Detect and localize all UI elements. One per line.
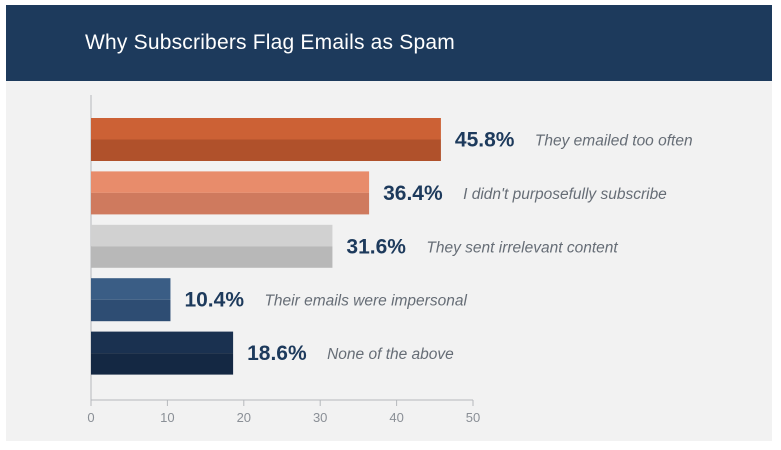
bar-value-label: 31.6%: [346, 235, 406, 258]
x-tick-label: 50: [466, 410, 480, 425]
bar-value-label: 10.4%: [184, 289, 244, 312]
x-tick-label: 10: [160, 410, 174, 425]
bar-bottom-half: [91, 192, 370, 215]
bar-bottom-half: [91, 246, 333, 268]
bar-category-label: They emailed too often: [535, 133, 693, 150]
x-tick-label: 40: [389, 410, 403, 425]
bar-group: 45.8% They emailed too often: [91, 118, 693, 161]
chart-title: Why Subscribers Flag Emails as Spam: [85, 31, 455, 54]
bar-top-half: [91, 331, 234, 354]
bar-chart: 0 10 20 30 40 50 45.8% They emailed too often 36…: [87, 95, 693, 425]
bar-bottom-half: [91, 299, 171, 322]
bar-top-half: [91, 171, 370, 193]
bar-top-half: [91, 118, 441, 140]
bar-value-label: 45.8%: [455, 129, 515, 152]
bar-category-label: None of the above: [327, 346, 454, 363]
bar-category-label: I didn't purposefully subscribe: [463, 186, 667, 203]
x-tick-label: 30: [313, 410, 327, 425]
x-tick-label: 20: [237, 410, 251, 425]
bar-group: 10.4% Their emails were impersonal: [91, 278, 467, 322]
chart-card: Why Subscribers Flag Emails as Spam 0 10 2…: [6, 5, 772, 441]
bar-value-label: 18.6%: [247, 342, 307, 365]
bar-top-half: [91, 278, 171, 300]
bar-group: 36.4% I didn't purposefully subscribe: [91, 171, 667, 215]
bar-group: 18.6% None of the above: [91, 331, 454, 375]
bar-bottom-half: [91, 139, 441, 161]
bar-group: 31.6% They sent irrelevant content: [91, 224, 618, 268]
bar-value-label: 36.4%: [383, 182, 443, 205]
bar-category-label: Their emails were impersonal: [264, 293, 467, 310]
bar-bottom-half: [91, 353, 234, 375]
chart-header: Why Subscribers Flag Emails as Spam: [6, 5, 772, 81]
bar-top-half: [91, 224, 333, 247]
bar-category-label: They sent irrelevant content: [426, 239, 618, 256]
x-tick-label: 0: [87, 410, 94, 425]
